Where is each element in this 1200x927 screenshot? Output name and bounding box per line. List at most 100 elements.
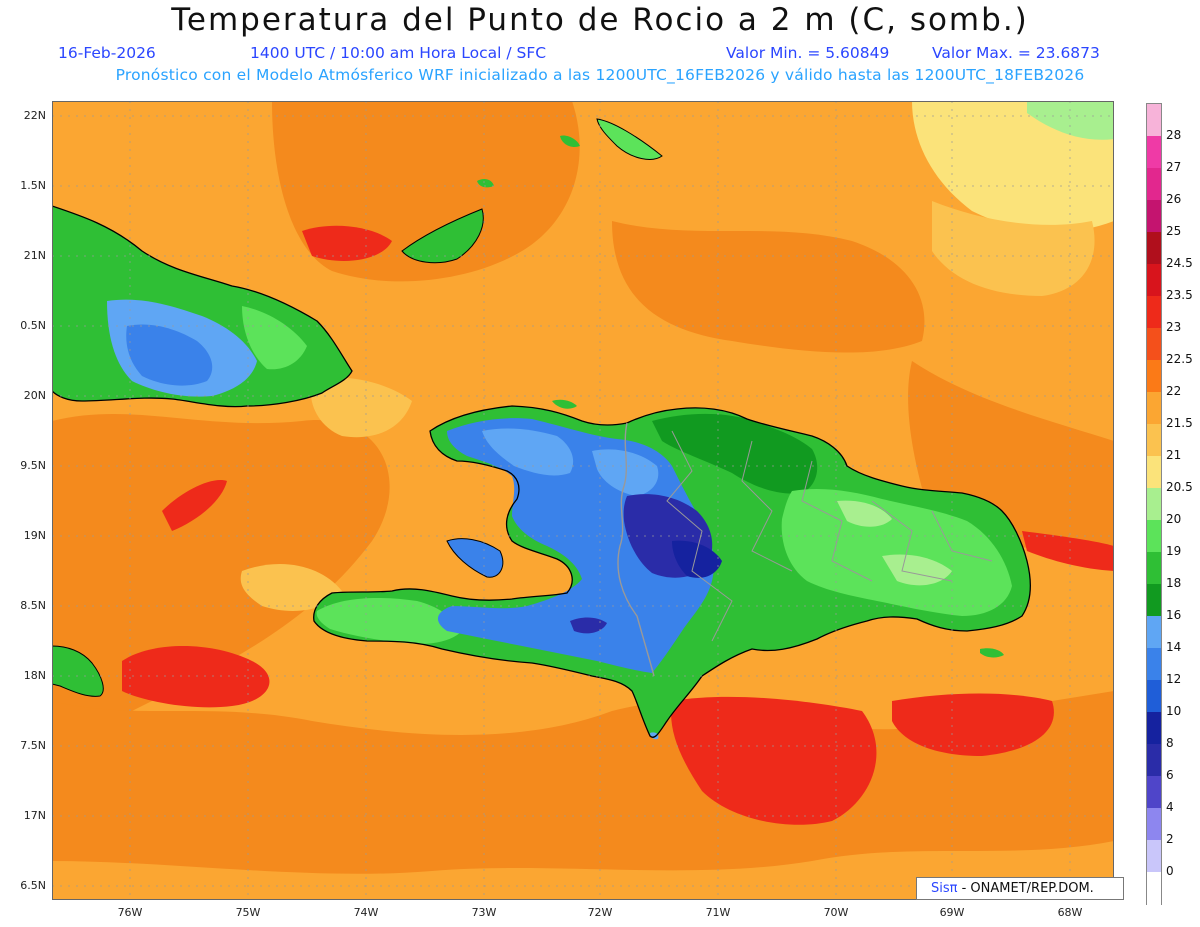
- legend-swatch: [1147, 552, 1161, 585]
- red-patch-east: [1022, 531, 1114, 571]
- legend-swatch: [1147, 648, 1161, 681]
- map-title: Temperatura del Punto de Rocio a 2 m (C,…: [171, 2, 1029, 38]
- model-info: Pronóstico con el Modelo Atmósferico WRF…: [115, 66, 1085, 84]
- land-gonave: [447, 538, 503, 578]
- legend-swatch: [1147, 104, 1161, 137]
- red-patch-north: [302, 225, 392, 261]
- legend-swatch: [1147, 872, 1161, 905]
- land-dr-lightgreen-east: [781, 488, 1012, 616]
- legend-swatch: [1147, 808, 1161, 841]
- map-frame: [52, 101, 1114, 900]
- land-blue-light: [482, 428, 574, 476]
- yellow-zone-center: [310, 377, 412, 438]
- land-dr-green-north: [652, 413, 818, 494]
- gonave-coastline: [446, 538, 504, 578]
- cuba-coastline: [52, 205, 353, 408]
- land-tortue: [552, 399, 577, 409]
- lon-label: 68W: [1057, 906, 1083, 919]
- legend-level-label: 23.5: [1166, 288, 1193, 302]
- lat-label: 21N: [23, 249, 46, 262]
- red-patch-jamaica-south: [122, 646, 270, 708]
- legend-swatch: [1147, 136, 1161, 169]
- legend-swatch: [1147, 392, 1161, 425]
- sispi-logo: Sisπ: [931, 881, 958, 896]
- credit-box: Sisπ - ONAMET/REP.DOM.: [916, 877, 1124, 900]
- value-max: Valor Max. = 23.6873: [932, 44, 1100, 62]
- lat-label: 9.5N: [20, 459, 46, 472]
- legend-level-label: 4: [1166, 800, 1174, 814]
- land-blue-dark-2: [672, 540, 722, 578]
- lon-label: 71W: [705, 906, 731, 919]
- land-jamaica: [52, 646, 104, 697]
- land-cuba-blue-deep: [126, 324, 213, 386]
- jamaica-coastline: [52, 645, 104, 697]
- legend-level-label: 18: [1166, 576, 1182, 590]
- legend-swatch: [1147, 328, 1161, 361]
- legend-level-label: 16: [1166, 608, 1182, 622]
- legend-swatch: [1147, 712, 1161, 745]
- legend-level-label: 6: [1166, 768, 1174, 782]
- legend-level-label: 21: [1166, 448, 1182, 462]
- legend-swatch: [1147, 840, 1161, 873]
- lon-label: 75W: [235, 906, 261, 919]
- yellow-zone-ne-light: [932, 201, 1095, 296]
- legend-swatch: [1147, 296, 1161, 329]
- land-saona: [980, 648, 1004, 658]
- lon-label: 76W: [117, 906, 143, 919]
- lat-label: 19N: [23, 529, 46, 542]
- province-borders-1: [666, 430, 993, 642]
- legend-level-label: 26: [1166, 192, 1182, 206]
- lon-label: 73W: [471, 906, 497, 919]
- legend-swatch: [1147, 488, 1161, 521]
- lat-label: 1.5N: [20, 179, 46, 192]
- legend-level-label: 10: [1166, 704, 1182, 718]
- legend-swatch: [1147, 584, 1161, 617]
- legend-level-label: 8: [1166, 736, 1174, 750]
- legend-swatch: [1147, 744, 1161, 777]
- lon-label: 70W: [823, 906, 849, 919]
- legend-level-label: 28: [1166, 128, 1182, 142]
- legend-level-label: 12: [1166, 672, 1182, 686]
- yellow-zone-southwest: [240, 563, 342, 611]
- yellow-zone-northeast: [912, 101, 1114, 232]
- legend-swatch: [1147, 456, 1161, 489]
- green-corner-ne: [1027, 101, 1114, 140]
- value-min: Valor Min. = 5.60849: [726, 44, 890, 62]
- land-cuba-light: [242, 306, 307, 370]
- lon-gridlines: [129, 101, 1071, 900]
- land-caicos-1: [597, 119, 662, 160]
- legend-level-label: 22.5: [1166, 352, 1193, 366]
- legend-level-label: 2: [1166, 832, 1174, 846]
- land-dr-yellow-patch: [837, 500, 892, 527]
- lon-label: 69W: [939, 906, 965, 919]
- legend-swatch: [1147, 168, 1161, 201]
- lat-label: 22N: [23, 109, 46, 122]
- land-blue-dark-3: [570, 617, 607, 634]
- legend-swatch: [1147, 520, 1161, 553]
- ocean-band-northeast: [612, 221, 925, 353]
- credit-text: - ONAMET/REP.DOM.: [961, 881, 1094, 896]
- lon-label: 74W: [353, 906, 379, 919]
- caicos-coastline: [596, 118, 663, 160]
- land-caicos-2: [560, 135, 580, 147]
- legend-swatch: [1147, 264, 1161, 297]
- legend-level-label: 0: [1166, 864, 1174, 878]
- lon-label: 72W: [587, 906, 613, 919]
- legend-level-label: 27: [1166, 160, 1182, 174]
- legend-level-label: 21.5: [1166, 416, 1193, 430]
- legend-level-label: 20: [1166, 512, 1182, 526]
- color-legend: [1146, 103, 1162, 905]
- legend-swatch: [1147, 680, 1161, 713]
- legend-level-label: 14: [1166, 640, 1182, 654]
- hispaniola-coastline: [313, 405, 1031, 738]
- lat-label: 7.5N: [20, 739, 46, 752]
- red-patch-southeast: [892, 693, 1054, 756]
- lat-label: 0.5N: [20, 319, 46, 332]
- legend-level-label: 25: [1166, 224, 1182, 238]
- legend-level-label: 20.5: [1166, 480, 1193, 494]
- map-canvas: [52, 101, 1114, 900]
- legend-swatch: [1147, 776, 1161, 809]
- land-haiti-lightgreen: [316, 598, 462, 644]
- legend-swatch: [1147, 616, 1161, 649]
- dewpoint-map: [52, 101, 1114, 900]
